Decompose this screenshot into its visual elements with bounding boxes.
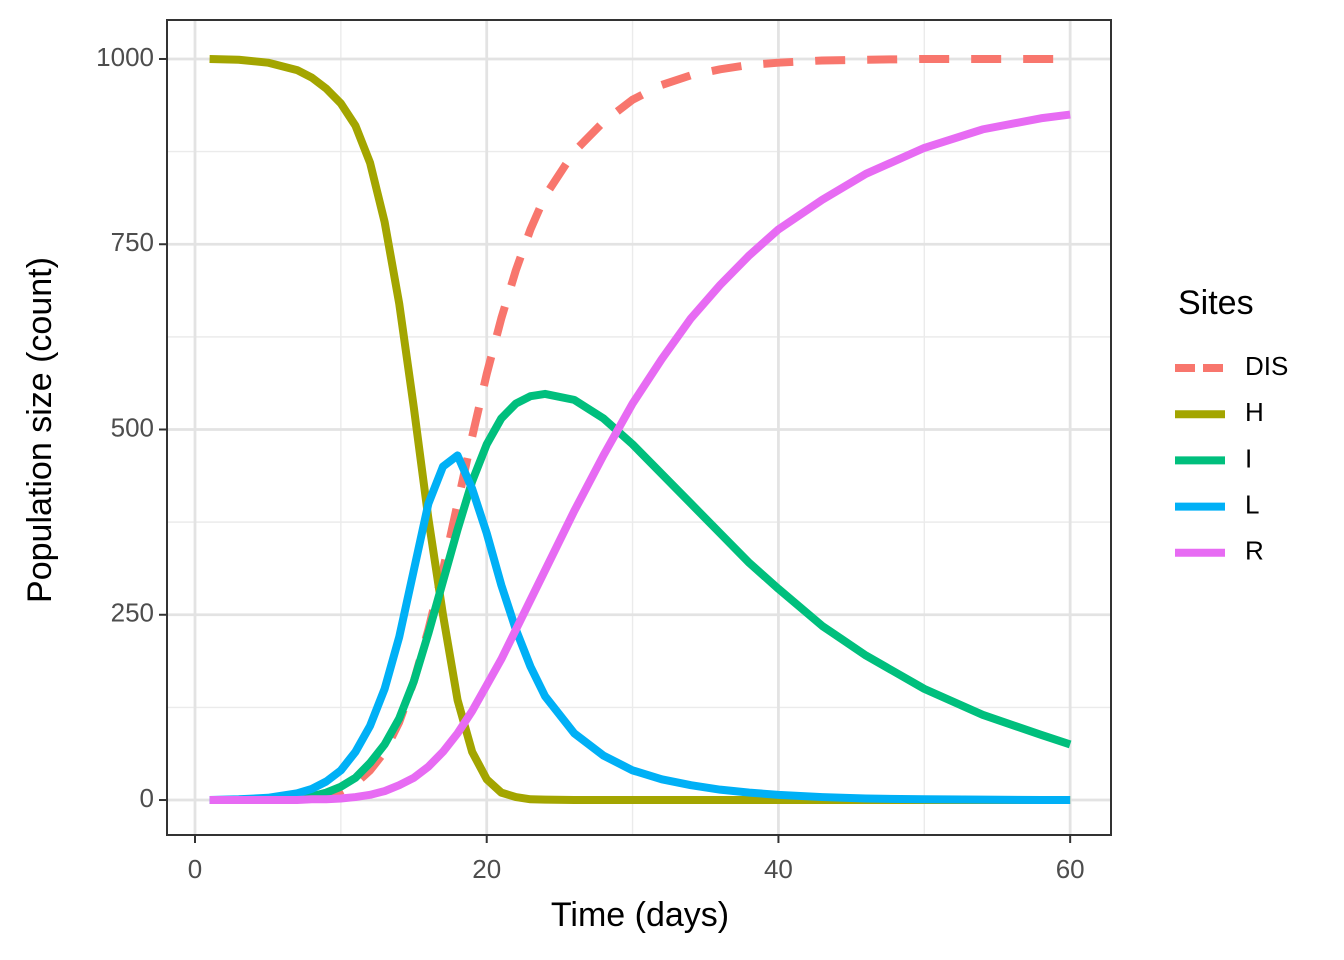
x-tick-label: 0: [188, 854, 202, 884]
y-tick-label: 750: [111, 227, 154, 257]
legend-label: I: [1245, 443, 1252, 473]
legend-label: L: [1245, 489, 1259, 519]
y-axis-title: Population size (count): [21, 257, 59, 603]
x-axis-title: Time (days): [551, 896, 729, 934]
y-tick-label: 0: [140, 783, 154, 813]
line: [209, 54, 1071, 805]
x-tick-label: 40: [764, 854, 793, 884]
x-tick-label: 20: [472, 854, 501, 884]
legend-label: R: [1245, 536, 1264, 566]
legend-label: H: [1245, 397, 1264, 427]
legend-title: Sites: [1178, 284, 1254, 322]
line: [209, 451, 1071, 805]
line: [209, 110, 1071, 805]
y-tick-label: 250: [111, 598, 154, 628]
y-tick-label: 1000: [96, 42, 154, 72]
panel-border: [166, 19, 1112, 836]
legend-label: DIS: [1245, 351, 1288, 381]
x-tick-label: 60: [1056, 854, 1085, 884]
line: [209, 389, 1072, 805]
y-tick-label: 500: [111, 412, 154, 442]
